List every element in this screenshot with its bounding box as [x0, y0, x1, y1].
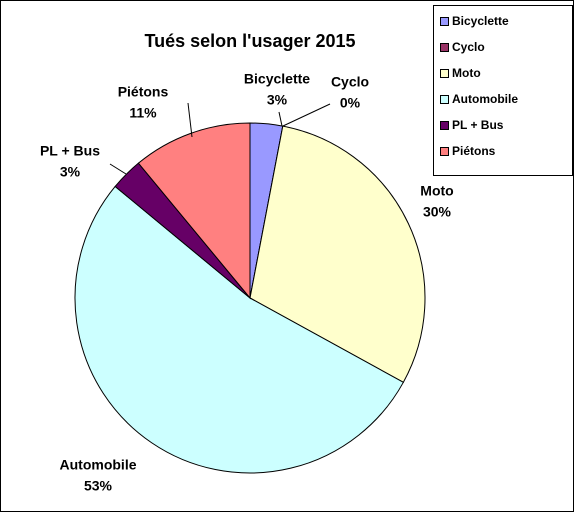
leader-line — [278, 111, 283, 127]
legend-label: Bicyclette — [452, 14, 509, 28]
pie-slice — [137, 122, 251, 300]
slice-value-label: 11% — [129, 105, 157, 121]
slice-label: Automobile — [60, 457, 137, 473]
slice-value-label: 3% — [267, 92, 288, 108]
legend-label: Cyclo — [452, 40, 485, 54]
legend-swatch — [440, 69, 449, 78]
legend-swatch — [440, 17, 449, 26]
slice-value-label: 30% — [423, 204, 452, 220]
leader-line — [109, 163, 127, 175]
legend-label: Moto — [452, 66, 481, 80]
slice-value-label: 53% — [84, 478, 113, 494]
slice-label: Bicyclette — [244, 71, 310, 87]
legend-label: Piétons — [452, 144, 496, 158]
slice-value-label: 3% — [60, 164, 81, 180]
slice-label: Cyclo — [331, 74, 369, 90]
legend-swatch — [440, 147, 449, 156]
legend-label: PL + Bus — [452, 118, 504, 132]
legend-label: Automobile — [452, 92, 518, 106]
legend-box — [433, 5, 573, 176]
pie-slice — [74, 185, 405, 474]
legend-swatch — [440, 43, 449, 52]
leader-line — [187, 102, 193, 138]
chart-title: Tués selon l'usager 2015 — [144, 31, 355, 51]
leader-line — [282, 103, 331, 127]
slice-label: Moto — [420, 183, 453, 199]
pie-slice — [249, 125, 426, 383]
slice-label: PL + Bus — [40, 143, 100, 159]
legend-swatch — [440, 95, 449, 104]
slice-value-label: 0% — [340, 95, 361, 111]
legend-swatch — [440, 121, 449, 130]
slice-label: Piétons — [118, 84, 169, 100]
